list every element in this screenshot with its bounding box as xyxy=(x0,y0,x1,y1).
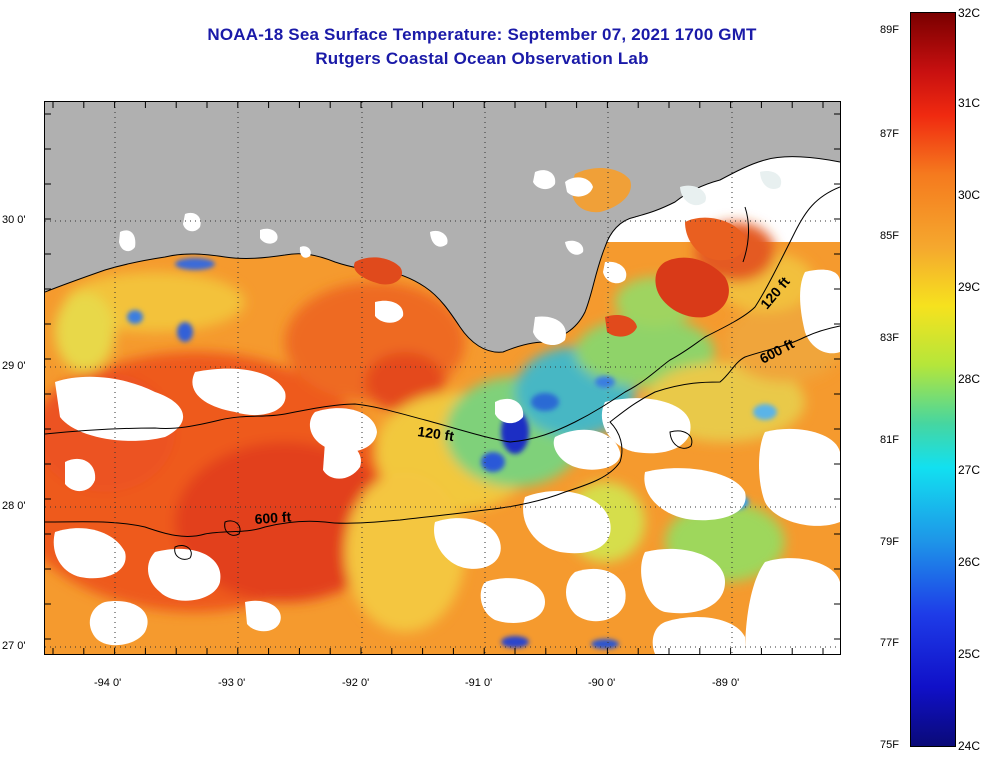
lat-label: 30 0' xyxy=(2,214,26,226)
colorbar-c-label: 24C xyxy=(958,739,981,753)
colorbar-f-label: 89F xyxy=(880,24,899,36)
lon-label: -89 0' xyxy=(712,677,740,689)
colorbar-f-label: 79F xyxy=(880,536,899,548)
colorbar-f-label: 75F xyxy=(880,739,899,751)
axis-ticks xyxy=(45,102,840,654)
lon-label: -93 0' xyxy=(218,677,246,689)
land-mask xyxy=(45,102,840,353)
colorbar-c-label: 30C xyxy=(958,188,981,202)
chart-subtitle: Rutgers Coastal Ocean Observation Lab xyxy=(315,49,649,68)
isobath-label-600ft-west: 600 ft xyxy=(254,508,292,527)
colorbar-f-label: 77F xyxy=(880,637,899,649)
coastline xyxy=(45,156,840,353)
colorbar-c-label: 29C xyxy=(958,280,981,294)
lat-label: 29 0' xyxy=(2,360,26,372)
lat-label: 27 0' xyxy=(2,640,26,652)
lat-label: 28 0' xyxy=(2,500,26,512)
colorbar-f-label: 87F xyxy=(880,128,899,140)
colorbar-c-label: 31C xyxy=(958,96,981,110)
graticule xyxy=(45,102,840,654)
chart-title: NOAA-18 Sea Surface Temperature: Septemb… xyxy=(207,25,757,44)
isobath-label-120ft-west: 120 ft xyxy=(417,423,456,444)
colorbar xyxy=(910,12,956,747)
sst-map[interactable]: 120 ft 600 ft 120 ft 600 ft xyxy=(44,101,841,655)
lon-label: -94 0' xyxy=(94,677,122,689)
lon-label: -92 0' xyxy=(342,677,370,689)
colorbar-f-label: 83F xyxy=(880,332,899,344)
colorbar-c-label: 25C xyxy=(958,647,981,661)
colorbar-f-label: 85F xyxy=(880,230,899,242)
colorbar-c-label: 28C xyxy=(958,372,981,386)
colorbar-f-label: 81F xyxy=(880,434,899,446)
isobath-contours xyxy=(45,186,840,560)
lon-label: -90 0' xyxy=(588,677,616,689)
lon-label: -91 0' xyxy=(465,677,493,689)
colorbar-c-label: 32C xyxy=(958,6,981,20)
colorbar-c-label: 27C xyxy=(958,463,981,477)
colorbar-c-label: 26C xyxy=(958,555,981,569)
cloud-mask xyxy=(53,269,840,654)
